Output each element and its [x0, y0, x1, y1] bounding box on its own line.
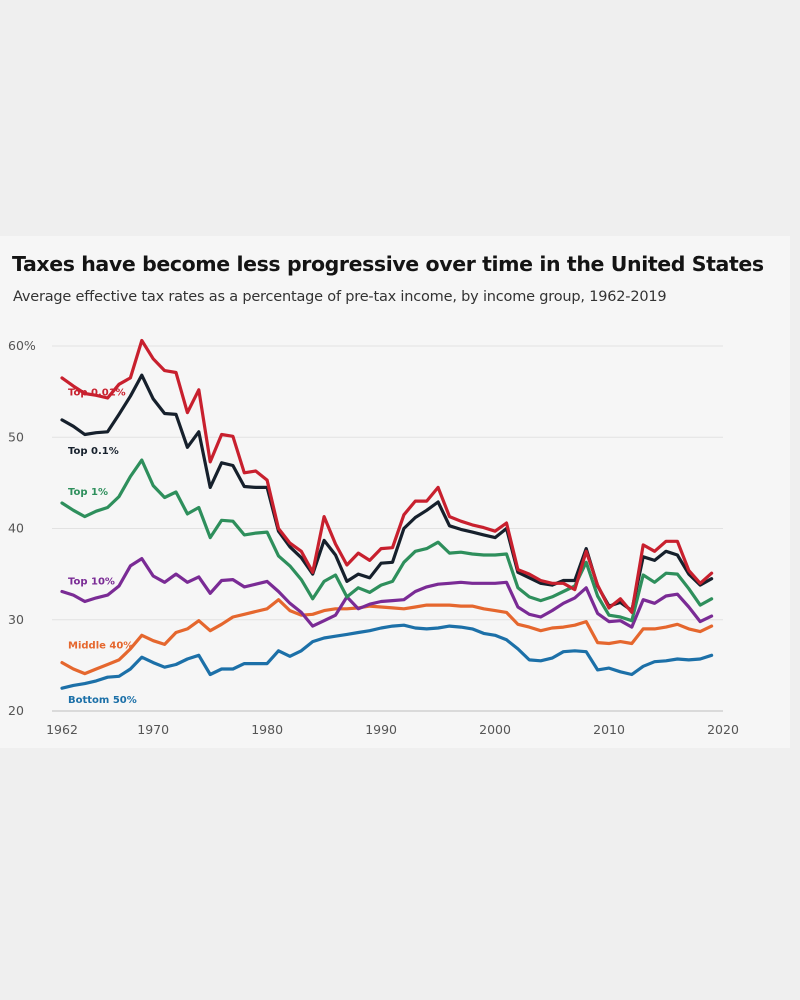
chart-card: Taxes have become less progressive over …: [0, 236, 790, 748]
chart-subtitle: Average effective tax rates as a percent…: [13, 289, 667, 305]
series-line-top-10: [60, 557, 714, 629]
x-tick-label-2020: 2020: [707, 722, 739, 737]
series-label-top-0-1: Top 0.1%: [68, 446, 119, 457]
y-tick-label-60: 60%: [8, 338, 36, 353]
x-tick-label-1990: 1990: [365, 722, 397, 737]
series-label-bottom-50: Bottom 50%: [68, 695, 137, 706]
x-tick-label-1970: 1970: [137, 722, 169, 737]
x-tick-label-2000: 2000: [479, 722, 511, 737]
series-label-middle-40: Middle 40%: [68, 640, 133, 651]
y-tick-label-30: 30: [8, 612, 24, 627]
x-tick-label-1962: 1962: [46, 722, 78, 737]
series-line-top-1: [60, 458, 714, 623]
y-tick-label-40: 40: [8, 521, 24, 536]
series-line-top-0-01: [60, 338, 714, 614]
x-tick-label-2010: 2010: [593, 722, 625, 737]
series-line-bottom-50: [60, 623, 714, 690]
line-chart: 20 30 40 50 60% 1962 1970 1980 1990 2000 2010 2020 T…: [8, 338, 739, 737]
series-label-top-1: Top 1%: [68, 487, 108, 498]
chart-title: Taxes have become less progressive over …: [12, 252, 764, 276]
series-line-middle-40: [60, 598, 714, 676]
x-tick-label-1980: 1980: [251, 722, 283, 737]
y-tick-label-20: 20: [8, 703, 24, 718]
series-label-top-0-01: Top 0.01%: [68, 388, 126, 399]
series-label-top-10: Top 10%: [68, 577, 115, 588]
y-tick-label-50: 50: [8, 429, 24, 444]
